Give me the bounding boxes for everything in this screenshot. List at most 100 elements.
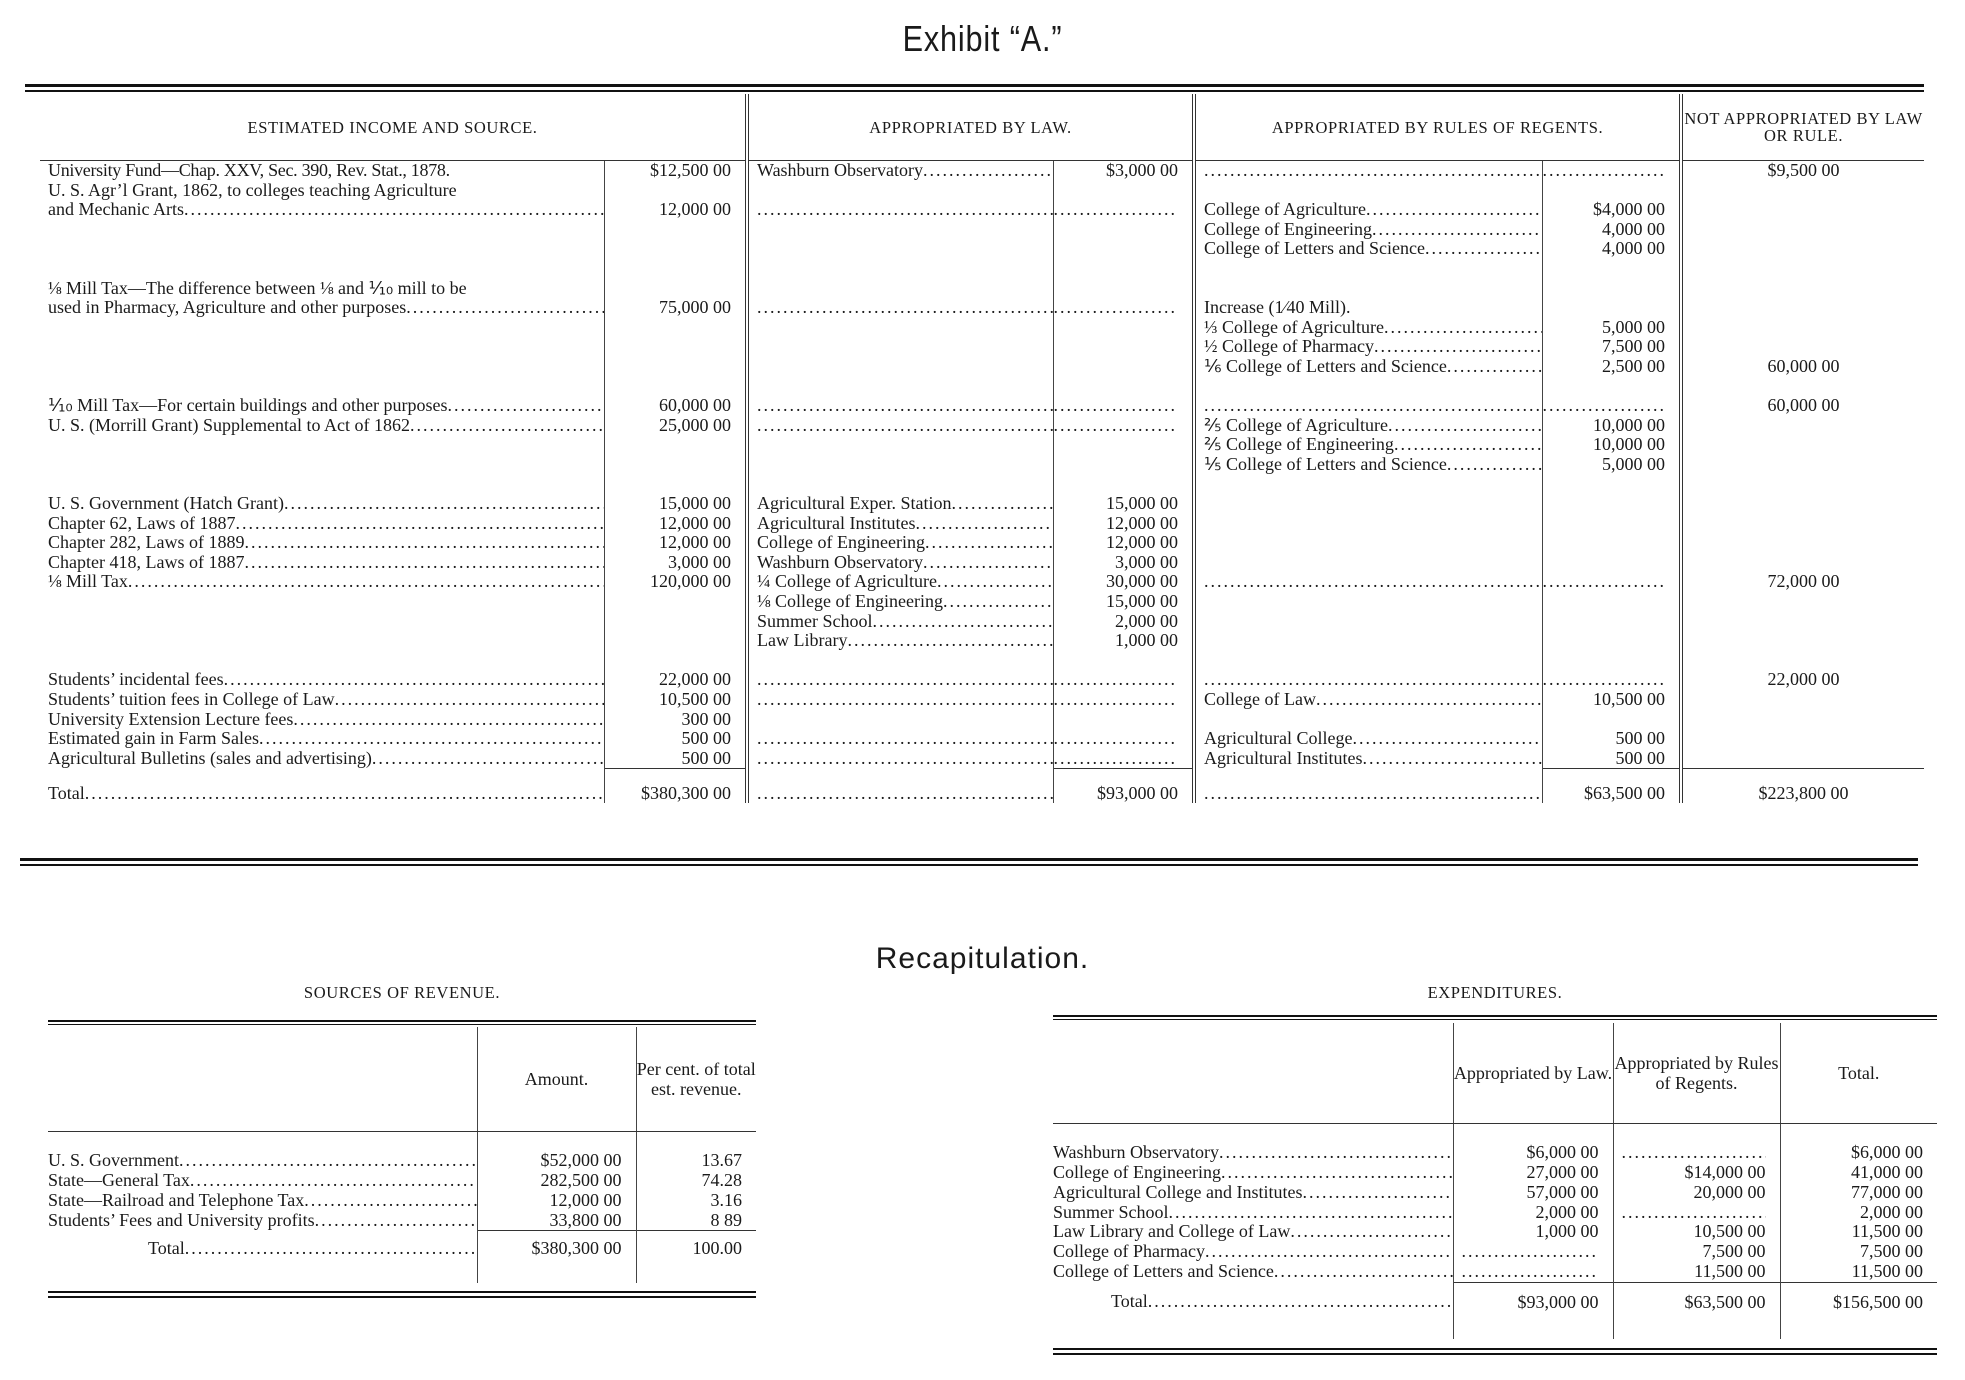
- income-amount: 12,000 00: [603, 200, 748, 220]
- source-name: State—Railroad and Telephone Tax: [48, 1191, 477, 1211]
- not-appropriated: [1679, 513, 1925, 534]
- exhibit-row: used in Pharmacy, Agriculture and other …: [40, 298, 1925, 318]
- spacer: [1612, 1123, 1780, 1144]
- source-name-text: U. S. Government: [48, 1151, 179, 1171]
- dot-leader: [925, 533, 1053, 553]
- regents-item-text: Agricultural College: [1204, 729, 1353, 749]
- not-appropriated: [1679, 298, 1925, 318]
- dot-leader: [1622, 1203, 1766, 1223]
- regents-item: [1192, 258, 1543, 279]
- law-item-text: ⅛ College of Engineering: [757, 592, 943, 612]
- total-expense-regents: $63,500 00: [1612, 1281, 1780, 1339]
- law-amount: [1052, 650, 1195, 671]
- not-appropriated: 60,000 00: [1679, 396, 1925, 416]
- regents-item: ½ College of Pharmacy: [1192, 337, 1543, 357]
- expense-name-text: College of Letters and Science: [1053, 1262, 1274, 1282]
- law-item-text: Law Library: [757, 631, 848, 651]
- regents-amount: [1541, 474, 1682, 495]
- dot-leader: [304, 1191, 476, 1211]
- dot-leader: [1388, 416, 1542, 436]
- expense-total: $6,000 00: [1779, 1143, 1937, 1164]
- income-amount: 500 00: [603, 729, 748, 749]
- exhibit-row: ⅓ College of Agriculture 5,000 00: [40, 317, 1925, 338]
- dot-leader: [1425, 239, 1542, 259]
- regents-item: Agricultural Institutes: [1192, 748, 1543, 769]
- exhibit-row: University Extension Lecture fees 300 00: [40, 709, 1925, 730]
- regents-item: ⅙ College of Letters and Science: [1192, 356, 1543, 377]
- dot-leader: [1148, 1292, 1453, 1312]
- total-expense-law: $93,000 00: [1452, 1281, 1613, 1339]
- exhibit-row: U. S. (Morrill Grant) Supplemental to Ac…: [40, 415, 1925, 436]
- regents-amount: [1541, 278, 1682, 299]
- expense-total: 11,500 00: [1779, 1222, 1937, 1243]
- income-amount: 12,000 00: [603, 513, 748, 534]
- total-law-amount: $93,000 00: [1052, 768, 1195, 804]
- law-item: [745, 748, 1054, 769]
- dot-leader: [1543, 161, 1665, 181]
- law-item-text: ¼ College of Agriculture: [757, 572, 937, 592]
- income-source: [40, 318, 604, 338]
- regents-amount: [1541, 650, 1682, 671]
- income-amount: [603, 337, 748, 357]
- regents-amount: 4,000 00: [1541, 219, 1682, 240]
- income-source: University Extension Lecture fees: [40, 710, 604, 730]
- regents-item: ⅕ College of Letters and Science: [1192, 454, 1543, 475]
- law-amount: [1052, 200, 1195, 220]
- expense-name-text: Law Library and College of Law: [1053, 1222, 1291, 1242]
- dot-leader: [1054, 298, 1178, 318]
- regents-item-text: College of Law: [1204, 690, 1316, 710]
- total-income-amount: $380,300 00: [603, 768, 748, 804]
- regents-item: College of Law: [1192, 690, 1543, 710]
- law-amount: 15,000 00: [1052, 494, 1195, 514]
- income-source: [40, 612, 604, 632]
- income-source-text: and Mechanic Arts: [48, 200, 184, 220]
- source-row: State—Railroad and Telephone Tax 12,000 0…: [48, 1190, 756, 1211]
- income-source: University Fund—Chap. XXV, Sec. 390, Rev…: [48, 160, 450, 180]
- income-amount: [603, 650, 748, 671]
- dot-leader: [1290, 1222, 1452, 1242]
- law-item: [745, 376, 1054, 397]
- not-appropriated: [1679, 631, 1925, 651]
- law-item: [745, 298, 1054, 318]
- expense-row: College of Engineering 27,000 00$14,000 0…: [1053, 1163, 1937, 1183]
- income-amount: [603, 376, 748, 397]
- income-source-text: Agricultural Bulletins (sales and advert…: [48, 748, 372, 769]
- expense-name: Summer School: [1053, 1203, 1453, 1223]
- source-percent: 74.28: [635, 1171, 756, 1191]
- source-name: U. S. Government: [48, 1151, 477, 1171]
- law-item: Washburn Observatory: [745, 552, 1054, 573]
- income-source: [40, 337, 604, 357]
- not-appropriated: [1679, 494, 1925, 514]
- not-appropriated: [1679, 415, 1925, 436]
- expense-row: Washburn Observatory $6,000 00 $6,000 00: [1053, 1143, 1937, 1164]
- regents-item-text: ⅙ College of Letters and Science: [1204, 356, 1447, 376]
- income-amount: [603, 180, 748, 201]
- expense-law: [1452, 1262, 1613, 1283]
- exhibit-row: ⅖ College of Engineering 10,000 00: [40, 435, 1925, 455]
- regents-item-text: Agricultural Institutes: [1204, 748, 1363, 769]
- regents-item: [1192, 631, 1543, 651]
- exhibit-row: Chapter 282, Laws of 1889 12,000 00 Colleg…: [40, 533, 1925, 553]
- law-amount: 1,000 00: [1052, 631, 1195, 651]
- dot-leader: [1374, 337, 1542, 357]
- income-source-text: Chapter 418, Laws of 1887: [48, 552, 245, 572]
- dot-leader: [1447, 455, 1542, 475]
- income-source-text: Chapter 62, Laws of 1887: [48, 513, 236, 533]
- regents-item: ⅖ College of Agriculture: [1192, 415, 1543, 436]
- not-appropriated: [1679, 337, 1925, 357]
- law-amount: [1052, 239, 1195, 259]
- source-name: State—General Tax: [48, 1171, 477, 1191]
- not-appropriated: [1679, 278, 1925, 299]
- regents-item-text: ⅖ College of Engineering: [1204, 435, 1394, 455]
- not-appropriated: [1679, 533, 1925, 553]
- spacer: [1452, 1123, 1613, 1144]
- income-source-text: Students’ tuition fees in College of Law: [48, 690, 335, 710]
- dot-leader: [757, 749, 1053, 769]
- regents-item-text: College of Agriculture: [1204, 200, 1366, 220]
- exhibit-row: ⅛ College of Engineering 15,000 00: [40, 592, 1925, 612]
- top-double-rule: [25, 84, 1924, 92]
- expenditures-bottom-rule: [1053, 1348, 1937, 1355]
- income-amount: 10,500 00: [603, 690, 748, 710]
- income-source: Agricultural Bulletins (sales and advert…: [40, 749, 604, 769]
